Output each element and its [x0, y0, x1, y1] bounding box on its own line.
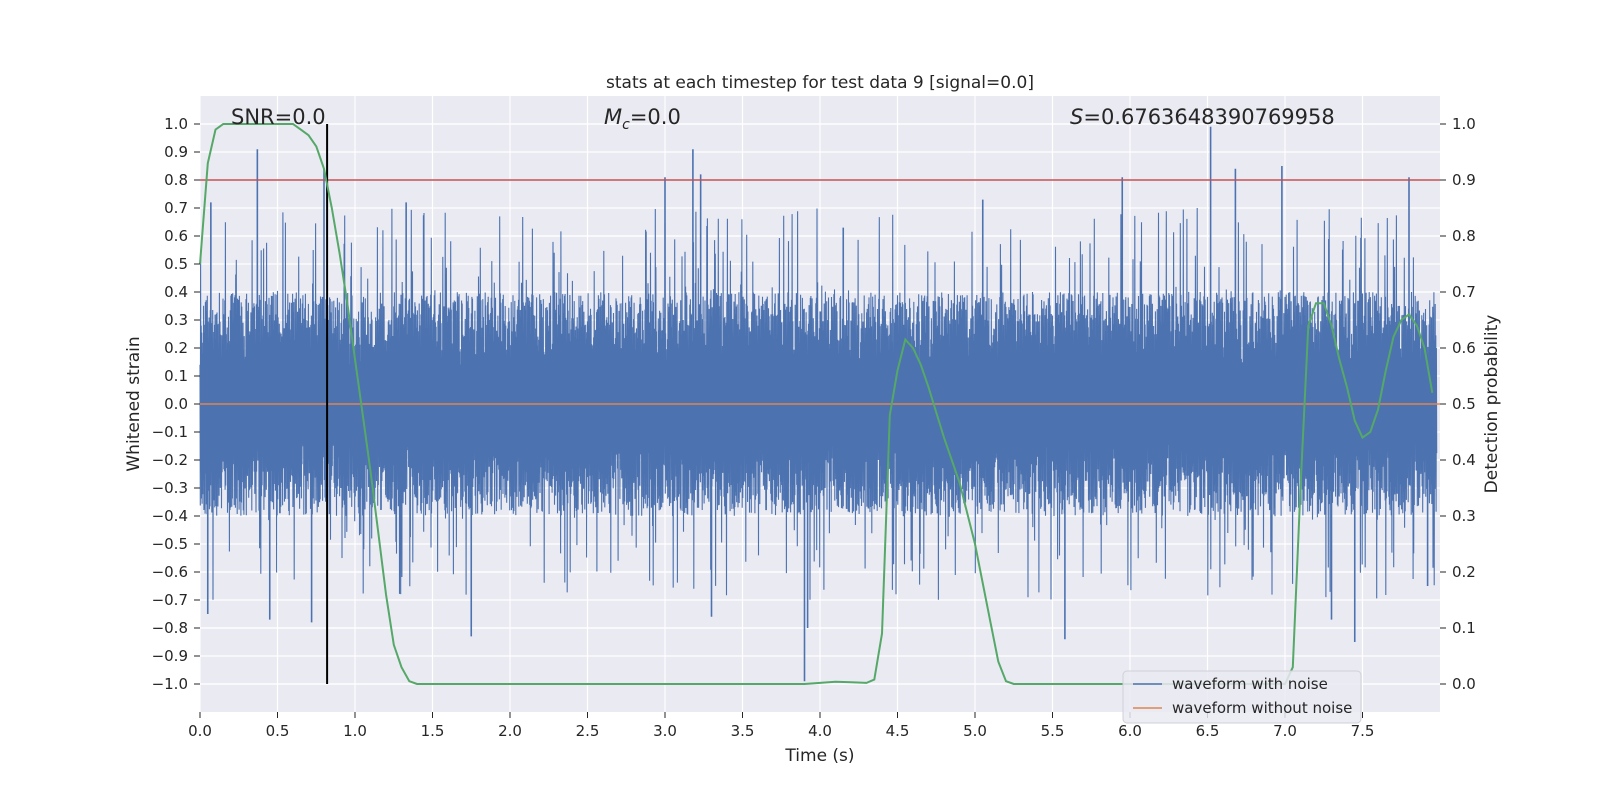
- mc-value: =0.0: [630, 105, 681, 129]
- y-tick-label: 0.7: [164, 199, 188, 217]
- y2-tick-label: 0.7: [1452, 283, 1476, 301]
- legend-box: [1122, 670, 1362, 724]
- y-tick-label: 0.2: [164, 339, 188, 357]
- overlay: [199, 123, 1440, 685]
- series-detection-probability: [199, 123, 1434, 685]
- y-tick-label: 0.4: [164, 283, 188, 301]
- x-tick-label: 0.0: [188, 722, 212, 740]
- x-tick-label: 7.5: [1351, 722, 1375, 740]
- x-tick-label: 1.5: [421, 722, 445, 740]
- x-tick-label: 3.5: [731, 722, 755, 740]
- y2-tick-label: 0.5: [1452, 395, 1476, 413]
- s-annotation: S=0.6763648390769958: [1070, 105, 1335, 129]
- snr-annotation: SNR=0.0: [231, 105, 326, 129]
- y-tick-label: 0.3: [164, 311, 188, 329]
- y-tick-label: 1.0: [164, 115, 188, 133]
- noise-trace: [199, 207, 1438, 600]
- y2-tick-label: 0.4: [1452, 451, 1476, 469]
- y-tick-label: −0.2: [152, 451, 188, 469]
- x-tick-label: 2.0: [498, 722, 522, 740]
- y2-tick-label: 0.0: [1452, 675, 1476, 693]
- y-tick-label: −0.6: [152, 563, 188, 581]
- chart-title: stats at each timestep for test data 9 […: [606, 73, 1034, 93]
- x-tick-label: 2.5: [576, 722, 600, 740]
- y-tick-label: −0.9: [152, 647, 188, 665]
- mc-symbol: M: [604, 105, 622, 129]
- mc-annotation: Mc=0.0: [604, 105, 681, 133]
- x-tick-label: 6.5: [1196, 722, 1220, 740]
- s-symbol: S: [1070, 105, 1083, 129]
- x-tick-label: 5.5: [1041, 722, 1065, 740]
- y2-tick-label: 0.8: [1452, 227, 1476, 245]
- y-tick-label: −0.5: [152, 535, 188, 553]
- y-tick-label: 0.0: [164, 395, 188, 413]
- y2-axis-label: Detection probability: [1482, 315, 1502, 494]
- y2-tick-label: 1.0: [1452, 115, 1476, 133]
- y-tick-label: 0.5: [164, 255, 188, 273]
- x-tick-label: 3.0: [653, 722, 677, 740]
- y2-tick-label: 0.3: [1452, 507, 1476, 525]
- legend-label-waveform-without-noise: waveform without noise: [1172, 699, 1352, 717]
- series-waveform-with-noise: [199, 126, 1438, 682]
- x-axis-label: Time (s): [784, 746, 854, 766]
- y-tick-label: 0.6: [164, 227, 188, 245]
- mc-subscript: c: [622, 117, 630, 133]
- y2-tick-label: 0.2: [1452, 563, 1476, 581]
- y-tick-label: −0.1: [152, 423, 188, 441]
- x-tick-label: 4.0: [808, 722, 832, 740]
- x-tick-label: 0.5: [266, 722, 290, 740]
- y2-tick-label: 0.6: [1452, 339, 1476, 357]
- y-tick-label: −0.3: [152, 479, 188, 497]
- legend-label-waveform-with-noise: waveform with noise: [1172, 675, 1328, 693]
- y-tick-label: −0.8: [152, 619, 188, 637]
- y2-tick-label: 0.9: [1452, 171, 1476, 189]
- y-tick-label: 0.1: [164, 367, 188, 385]
- s-value: =0.6763648390769958: [1083, 105, 1334, 129]
- y-tick-label: −0.4: [152, 507, 188, 525]
- x-tick-label: 7.0: [1273, 722, 1297, 740]
- ticks: 0.0 0.5 1.0 1.5 2.0 2.5 3.0 3.5 4.0 4.5 5.0 5.5 6.0 6…: [152, 115, 1476, 740]
- y-axis-label: Whitened strain: [124, 336, 144, 471]
- y-tick-label: −0.7: [152, 591, 188, 609]
- y-tick-label: −1.0: [152, 675, 188, 693]
- legend: waveform with noise waveform without noi…: [1122, 670, 1362, 724]
- x-tick-label: 1.0: [343, 722, 367, 740]
- x-tick-label: 5.0: [963, 722, 987, 740]
- x-tick-label: 6.0: [1118, 722, 1142, 740]
- x-tick-label: 4.5: [886, 722, 910, 740]
- y-tick-label: 0.9: [164, 143, 188, 161]
- y-tick-label: 0.8: [164, 171, 188, 189]
- y2-tick-label: 0.1: [1452, 619, 1476, 637]
